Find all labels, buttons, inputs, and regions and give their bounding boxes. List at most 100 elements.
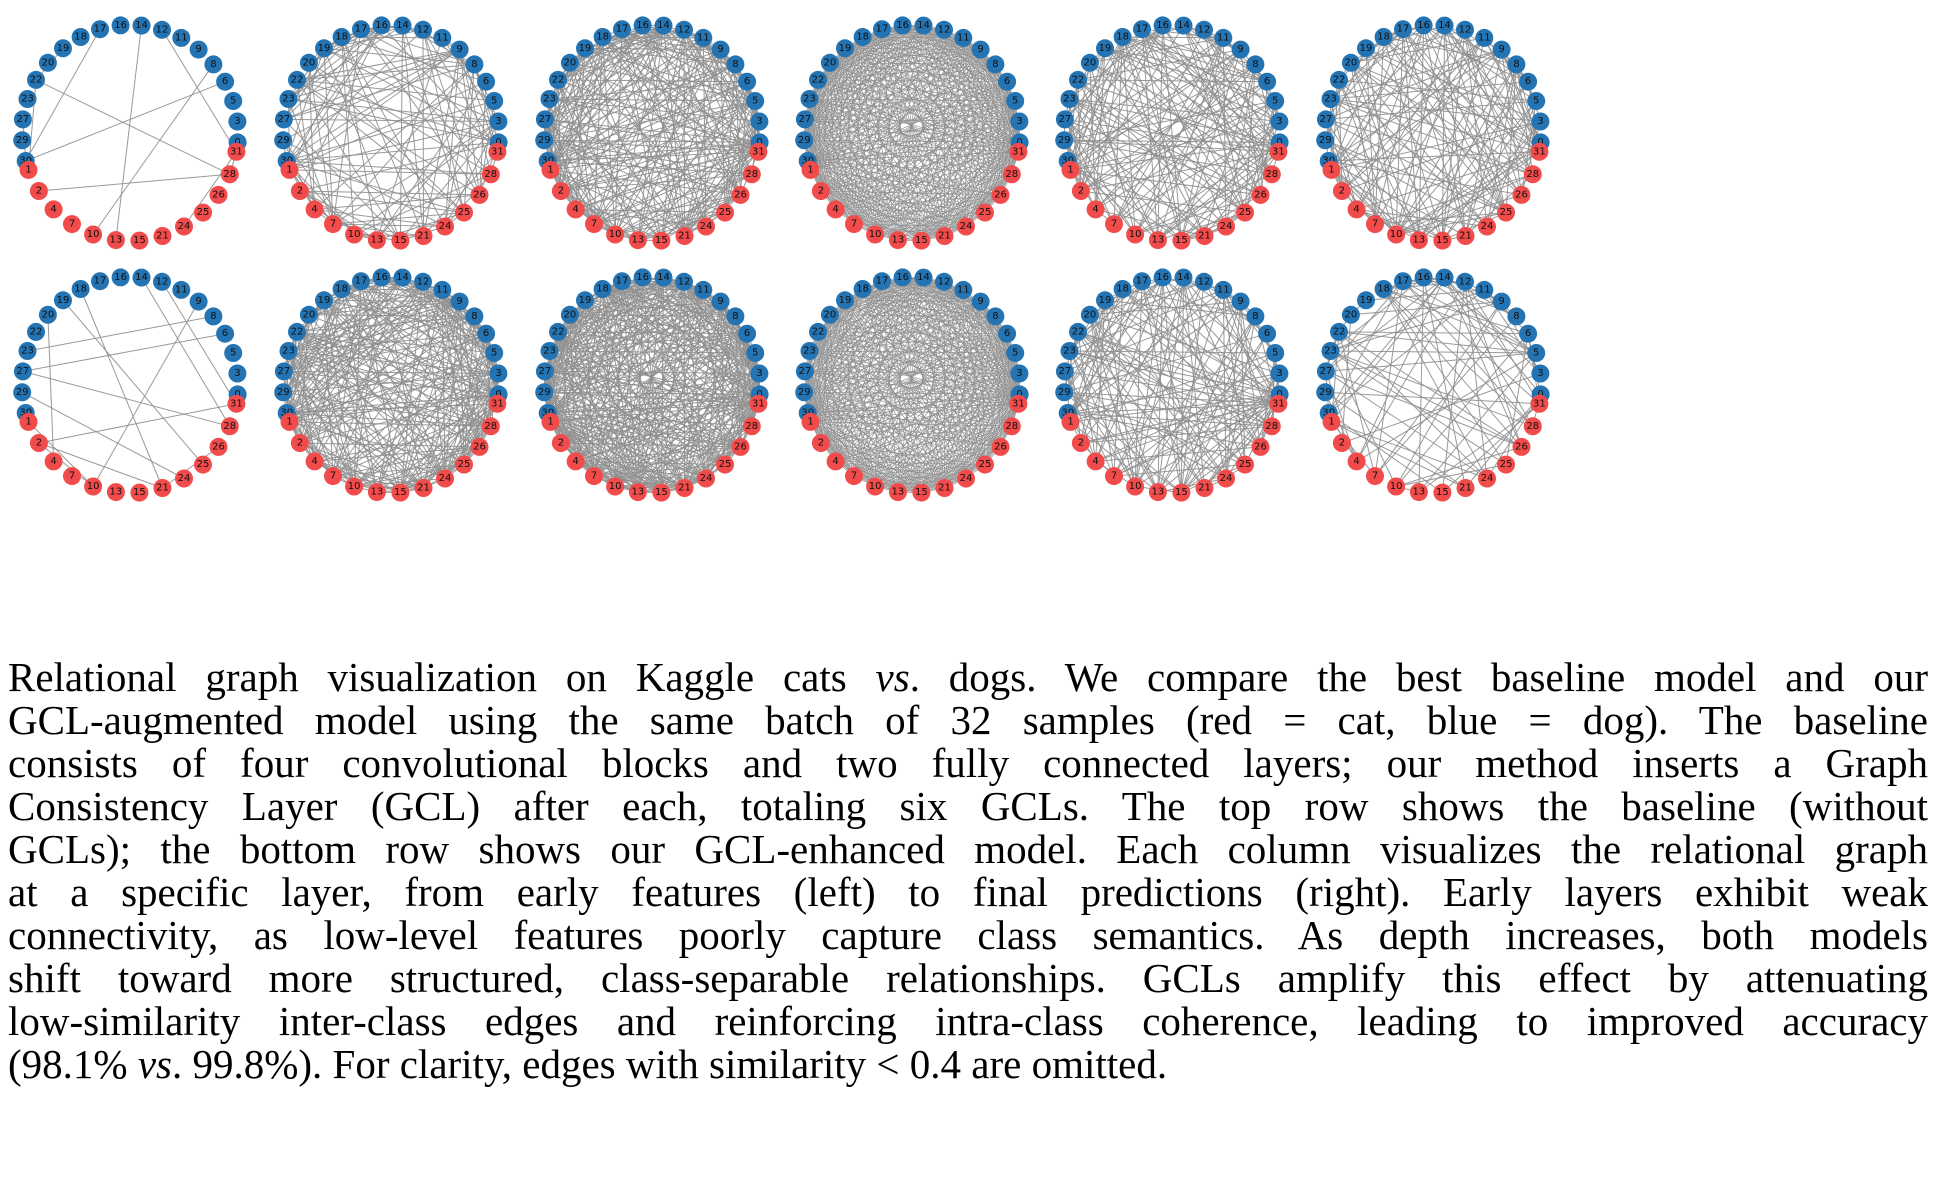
- graph-edge: [1395, 173, 1534, 235]
- graph-edge: [575, 460, 707, 479]
- dog-node: [332, 28, 351, 46]
- dog-node: [1096, 39, 1114, 58]
- node-label: 24: [1220, 473, 1233, 484]
- graph-edge: [637, 226, 707, 241]
- node-label: 22: [552, 326, 565, 337]
- graph-edge: [381, 25, 498, 153]
- graph-edge: [288, 25, 382, 100]
- cat-node: [153, 479, 172, 497]
- graph-edge: [902, 25, 1013, 175]
- graph-edge: [1331, 37, 1485, 171]
- graph-edge: [1089, 314, 1227, 479]
- graph-baseline-layer-2: 0356891112141617181920222327293012471013…: [274, 16, 508, 250]
- graph-edge: [660, 277, 664, 493]
- node-label: 0: [1276, 137, 1282, 148]
- node-label: 0: [1016, 137, 1022, 148]
- dog-node: [1475, 28, 1494, 47]
- cat-node: [29, 182, 48, 200]
- graph-edge: [602, 288, 753, 427]
- graph-edge: [1325, 277, 1445, 372]
- graph-edge: [283, 370, 491, 427]
- graph-edge: [1064, 119, 1205, 237]
- cat-node: [566, 200, 585, 219]
- graph-edge: [549, 315, 736, 352]
- graph-edge: [282, 301, 460, 393]
- cat-node: [652, 231, 671, 250]
- graph-baseline-layer-5: 0356891112141617181920222327293012471013…: [1055, 16, 1289, 250]
- graph-edge: [1350, 62, 1522, 196]
- graph-edge: [810, 277, 903, 423]
- graph-edge: [614, 194, 741, 235]
- dog-node: [132, 16, 151, 35]
- node-label: 21: [417, 483, 430, 494]
- graph-edge: [296, 79, 480, 196]
- node-label: 24: [1481, 221, 1494, 232]
- dog-node: [288, 70, 306, 89]
- graph-edge: [881, 29, 986, 213]
- node-label: 31: [1012, 146, 1025, 157]
- graph-edge: [296, 63, 475, 81]
- node-label: 28: [223, 169, 236, 180]
- node-label: 23: [21, 346, 34, 357]
- graph-edge: [1338, 79, 1343, 192]
- graph-gcl-layer-4: 0356891112141617181920222327293012471013…: [795, 268, 1029, 502]
- graph-edge: [1095, 277, 1184, 462]
- node-label: 4: [50, 456, 56, 467]
- node-label: 8: [1252, 311, 1258, 322]
- node-label: 1: [25, 164, 31, 175]
- node-label: 21: [678, 483, 691, 494]
- node-label: 26: [1254, 441, 1267, 452]
- graph-edge: [1222, 289, 1279, 405]
- node-label: 2: [558, 438, 564, 449]
- dog-node: [1195, 272, 1213, 291]
- cat-node: [1236, 455, 1254, 474]
- node-label: 13: [1413, 235, 1426, 246]
- cat-node: [628, 231, 647, 250]
- graph-edge: [1383, 288, 1537, 354]
- graph-edge: [1350, 62, 1488, 227]
- graph-edge: [399, 25, 403, 241]
- dog-node: [576, 291, 594, 310]
- cat-node: [675, 479, 694, 497]
- graph-edge: [1365, 47, 1507, 213]
- dog-node: [489, 112, 508, 131]
- graph-edge: [299, 190, 378, 241]
- dog-node: [809, 70, 827, 89]
- caption-italic: vs: [137, 1041, 172, 1087]
- graph-edge: [286, 49, 460, 162]
- graph-edge: [683, 281, 759, 405]
- graph-edge: [38, 173, 230, 192]
- dog-node: [153, 272, 171, 291]
- node-label: 22: [291, 74, 304, 85]
- graph-edge: [286, 160, 465, 214]
- dog-node: [560, 305, 579, 324]
- node-label: 29: [798, 387, 811, 398]
- caption-text: . 99.8%). For clarity, edges with simila…: [171, 1041, 1168, 1087]
- graph-edge: [1330, 350, 1533, 427]
- graph-edge: [286, 412, 446, 479]
- graph-edge: [943, 29, 967, 227]
- graph-edge: [810, 403, 1019, 423]
- graph-edge: [550, 403, 759, 423]
- node-label: 8: [1252, 59, 1258, 70]
- dog-node: [549, 322, 567, 341]
- graph-edge: [332, 223, 424, 237]
- node-label: 22: [812, 74, 825, 85]
- dog-node: [613, 20, 631, 39]
- node-label: 17: [1136, 276, 1149, 287]
- node-label: 15: [655, 487, 668, 498]
- graph-edge: [943, 29, 1013, 175]
- node-label: 7: [1372, 471, 1378, 482]
- graph-edge: [1331, 169, 1420, 241]
- caption-line: connectivity, as low-level features poor…: [8, 914, 1928, 957]
- dog-node: [1174, 16, 1193, 35]
- graph-edge: [1080, 25, 1164, 192]
- node-label: 3: [1537, 368, 1543, 379]
- graph-edge: [683, 29, 707, 227]
- dog-node: [71, 280, 90, 298]
- graph-edge: [1442, 403, 1540, 493]
- graph-edge: [962, 289, 1013, 427]
- graph-edge: [874, 446, 1001, 487]
- dog-node: [433, 280, 452, 299]
- graph-edge: [422, 281, 498, 405]
